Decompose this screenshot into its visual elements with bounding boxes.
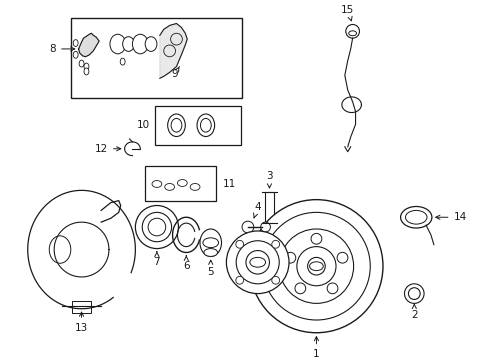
Circle shape bbox=[326, 283, 337, 294]
Ellipse shape bbox=[177, 180, 187, 186]
Text: 5: 5 bbox=[207, 260, 214, 277]
Bar bbox=[72, 301, 91, 313]
Text: 2: 2 bbox=[410, 304, 417, 320]
Circle shape bbox=[226, 231, 288, 294]
Circle shape bbox=[235, 276, 243, 284]
Circle shape bbox=[148, 218, 165, 236]
Text: 14: 14 bbox=[435, 212, 466, 222]
Text: 8: 8 bbox=[49, 44, 75, 54]
Ellipse shape bbox=[203, 238, 218, 248]
Ellipse shape bbox=[84, 68, 89, 75]
Circle shape bbox=[307, 257, 325, 275]
Ellipse shape bbox=[110, 34, 125, 54]
Text: 7: 7 bbox=[153, 252, 160, 267]
Circle shape bbox=[260, 222, 270, 232]
Text: 4: 4 bbox=[253, 202, 261, 218]
Ellipse shape bbox=[171, 118, 182, 132]
Ellipse shape bbox=[190, 184, 200, 190]
Ellipse shape bbox=[200, 229, 221, 256]
Circle shape bbox=[296, 247, 335, 286]
Text: 9: 9 bbox=[171, 67, 179, 79]
Text: 3: 3 bbox=[265, 171, 272, 188]
Circle shape bbox=[236, 241, 279, 284]
Circle shape bbox=[271, 276, 279, 284]
Bar bbox=[264, 192, 274, 223]
Ellipse shape bbox=[167, 114, 185, 136]
Ellipse shape bbox=[84, 63, 89, 70]
Ellipse shape bbox=[145, 37, 157, 51]
Circle shape bbox=[163, 45, 175, 57]
Circle shape bbox=[285, 252, 295, 263]
Ellipse shape bbox=[79, 60, 84, 67]
Circle shape bbox=[170, 33, 182, 45]
Text: 10: 10 bbox=[137, 120, 150, 130]
Circle shape bbox=[294, 283, 305, 294]
Ellipse shape bbox=[249, 257, 265, 267]
Circle shape bbox=[235, 240, 243, 248]
Ellipse shape bbox=[200, 118, 211, 132]
Ellipse shape bbox=[400, 207, 431, 228]
Polygon shape bbox=[79, 33, 99, 57]
Ellipse shape bbox=[405, 210, 426, 224]
Ellipse shape bbox=[132, 34, 148, 54]
Ellipse shape bbox=[164, 184, 174, 190]
Text: 12: 12 bbox=[95, 144, 121, 154]
Bar bbox=[145, 166, 215, 201]
Polygon shape bbox=[160, 23, 187, 78]
Ellipse shape bbox=[197, 114, 214, 136]
Ellipse shape bbox=[309, 262, 323, 271]
Ellipse shape bbox=[73, 40, 78, 46]
Circle shape bbox=[135, 206, 178, 248]
Circle shape bbox=[242, 221, 253, 233]
Text: 15: 15 bbox=[341, 5, 354, 21]
Circle shape bbox=[404, 284, 423, 303]
Ellipse shape bbox=[73, 51, 78, 58]
Text: 13: 13 bbox=[75, 312, 88, 333]
Ellipse shape bbox=[203, 248, 217, 256]
Circle shape bbox=[245, 251, 269, 274]
Ellipse shape bbox=[152, 181, 162, 188]
Circle shape bbox=[262, 212, 369, 320]
Ellipse shape bbox=[120, 58, 125, 65]
Ellipse shape bbox=[122, 37, 134, 51]
Circle shape bbox=[249, 200, 382, 333]
Text: 1: 1 bbox=[312, 337, 319, 359]
Circle shape bbox=[336, 252, 347, 263]
Circle shape bbox=[271, 240, 279, 248]
Ellipse shape bbox=[49, 236, 71, 263]
Bar bbox=[155, 106, 241, 145]
Text: 11: 11 bbox=[222, 179, 235, 189]
Circle shape bbox=[142, 212, 171, 242]
Circle shape bbox=[279, 229, 353, 303]
Ellipse shape bbox=[348, 31, 356, 36]
Bar bbox=[71, 18, 242, 98]
Text: 6: 6 bbox=[183, 256, 189, 271]
Circle shape bbox=[345, 24, 359, 38]
Circle shape bbox=[407, 288, 419, 300]
Circle shape bbox=[310, 233, 321, 244]
